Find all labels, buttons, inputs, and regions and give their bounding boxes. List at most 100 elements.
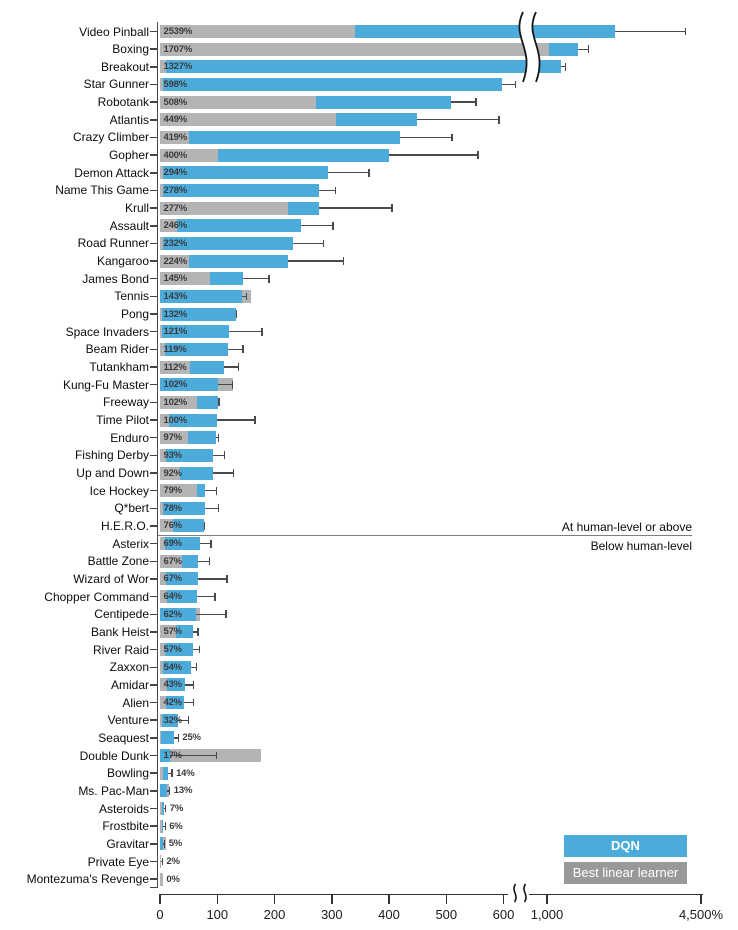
dqn-bar xyxy=(160,784,168,798)
value-label: 121% xyxy=(163,326,188,338)
dqn-bar xyxy=(160,837,163,851)
linear-bar xyxy=(160,484,197,498)
x-axis-tick xyxy=(445,894,447,904)
game-label: Frostbite xyxy=(102,819,149,834)
game-label: Fishing Derby xyxy=(74,448,149,463)
y-axis-tick xyxy=(149,419,157,421)
error-bar-cap xyxy=(368,168,370,177)
value-label: 32% xyxy=(163,714,183,726)
linear-bar xyxy=(160,802,162,816)
legend-best-linear-learner: Best linear learner xyxy=(564,861,687,884)
linear-bar xyxy=(160,696,166,710)
linear-bar xyxy=(160,113,337,127)
value-label: 13% xyxy=(173,785,193,797)
linear-bar xyxy=(160,166,163,180)
value-label: 0% xyxy=(166,873,180,885)
y-axis-end-tick xyxy=(149,886,157,888)
error-bar-cap xyxy=(236,310,238,318)
value-label: 2539% xyxy=(163,26,193,37)
error-bar-cap xyxy=(332,221,334,230)
game-label: Up and Down xyxy=(76,466,149,480)
y-axis-tick xyxy=(149,578,157,580)
value-label: 64% xyxy=(163,591,183,603)
y-axis-tick xyxy=(149,772,157,774)
linear-bar xyxy=(160,660,163,674)
y-axis-tick xyxy=(149,790,157,792)
dqn-bar xyxy=(160,77,503,91)
game-label: Ice Hockey xyxy=(89,483,149,498)
game-label: Bowling xyxy=(106,766,149,781)
linear-bar xyxy=(160,537,165,551)
linear-bar xyxy=(160,148,218,162)
dqn-bar xyxy=(160,590,197,604)
x-axis-tick xyxy=(159,894,161,904)
x-axis-tick xyxy=(331,894,333,904)
linear-bar xyxy=(160,766,163,780)
error-bar xyxy=(450,101,477,103)
dqn-bar xyxy=(160,572,199,586)
game-label: Time Pilot xyxy=(96,413,149,428)
error-bar-cap xyxy=(498,115,500,124)
legend-dqn: DQN xyxy=(564,835,687,857)
error-bar-cap xyxy=(588,45,590,54)
game-label: Boxing xyxy=(112,42,149,57)
value-label: 2% xyxy=(166,856,180,868)
dqn-bar xyxy=(160,802,164,816)
error-bar-cap xyxy=(192,681,194,689)
game-label: Kung-Fu Master xyxy=(62,377,149,392)
game-label: Battle Zone xyxy=(87,554,149,569)
y-axis-tick xyxy=(149,754,157,757)
error-bar xyxy=(212,472,234,474)
error-bar xyxy=(213,454,225,456)
y-axis-tick xyxy=(149,701,157,704)
linear-bar xyxy=(160,201,288,215)
error-bar-cap xyxy=(322,239,324,248)
value-label: 5% xyxy=(168,838,183,850)
linear-bar xyxy=(160,590,168,604)
linear-bar xyxy=(160,219,177,233)
divider-label-above: At human-level or above xyxy=(561,520,692,534)
linear-bar xyxy=(160,325,163,339)
linear-bar xyxy=(160,466,180,480)
x-axis-tick xyxy=(546,894,548,904)
error-bar-cap xyxy=(216,751,218,760)
game-label: Beam Rider xyxy=(85,342,149,357)
linear-bar xyxy=(160,643,165,657)
value-label: 419% xyxy=(163,131,188,143)
linear-bar xyxy=(160,413,169,427)
y-axis-tick xyxy=(149,613,157,616)
game-label: Zaxxon xyxy=(109,660,149,675)
error-bar xyxy=(192,631,199,633)
value-label: 449% xyxy=(163,114,188,126)
game-label: Kangaroo xyxy=(96,254,149,269)
value-label: 294% xyxy=(163,167,188,179)
error-bar xyxy=(229,331,263,333)
dqn-bar xyxy=(160,660,191,674)
error-bar xyxy=(578,48,590,50)
game-label: Double Dunk xyxy=(79,748,149,763)
y-axis-tick xyxy=(149,719,157,721)
x-axis-tick-label: 0 xyxy=(156,907,164,922)
value-label: 7% xyxy=(169,803,184,815)
dqn-bar xyxy=(160,766,168,780)
game-label: Centipede xyxy=(94,607,149,622)
error-bar xyxy=(168,772,173,774)
error-bar xyxy=(198,560,210,562)
error-bar-cap xyxy=(223,451,225,460)
error-bar-cap xyxy=(342,257,344,265)
game-label: Montezuma's Revenge xyxy=(26,872,149,887)
y-axis-tick xyxy=(149,154,157,156)
error-bar-cap xyxy=(254,416,256,424)
game-label: Crazy Climber xyxy=(72,130,149,145)
error-bar xyxy=(228,348,244,351)
y-axis-tick xyxy=(149,383,157,386)
x-axis-tick xyxy=(502,894,505,904)
x-axis-tick-label: 400 xyxy=(378,907,400,922)
game-label: Road Runner xyxy=(77,236,149,251)
x-axis-tick xyxy=(273,894,276,904)
error-bar-cap xyxy=(196,663,198,672)
game-label: Private Eye xyxy=(87,854,149,869)
value-label: 62% xyxy=(163,608,183,620)
value-label: 57% xyxy=(163,644,183,656)
value-label: 1327% xyxy=(163,61,193,73)
